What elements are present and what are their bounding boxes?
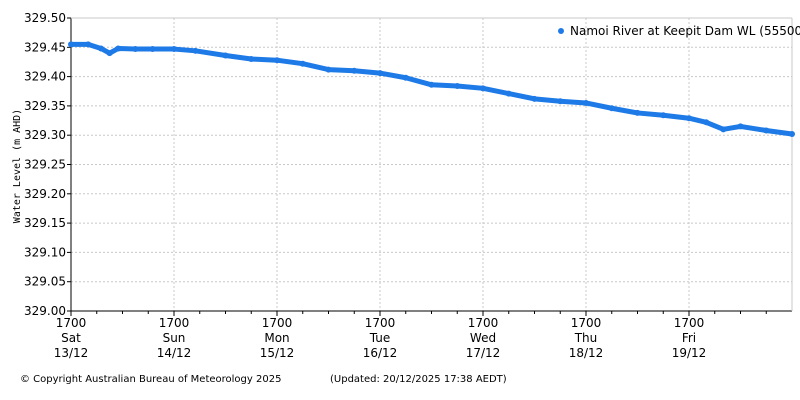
- x-tick-label-date: 18/12: [569, 346, 604, 360]
- y-tick-label: 329.50: [24, 11, 66, 25]
- x-tick-label-day: Sun: [163, 331, 186, 345]
- y-tick-label: 329.25: [24, 158, 66, 172]
- data-point: [402, 74, 409, 81]
- data-point: [85, 41, 92, 48]
- y-tick-label: 329.30: [24, 128, 66, 142]
- x-tick-label-date: 13/12: [54, 346, 89, 360]
- x-tick-label-day: Tue: [369, 331, 391, 345]
- data-point: [325, 66, 332, 73]
- legend-label: Namoi River at Keepit Dam WL (555001): [570, 24, 800, 38]
- data-point: [68, 41, 74, 48]
- data-point: [720, 126, 727, 133]
- data-point: [106, 50, 113, 57]
- x-tick-label-time: 1700: [365, 316, 396, 330]
- data-point: [737, 123, 744, 130]
- data-point: [149, 46, 156, 53]
- data-point: [192, 47, 199, 54]
- y-axis-label: Water Level (m AHD): [12, 109, 23, 223]
- data-point: [222, 52, 229, 59]
- x-tick-label-date: 19/12: [672, 346, 707, 360]
- y-tick-label: 329.00: [24, 304, 66, 318]
- data-point: [132, 46, 139, 53]
- y-tick-label: 329.15: [24, 216, 66, 230]
- data-point: [531, 95, 538, 102]
- y-tick-label: 329.10: [24, 245, 66, 259]
- x-tick-label-time: 1700: [159, 316, 190, 330]
- data-point: [660, 112, 667, 119]
- data-series: [68, 41, 795, 138]
- axes: 329.00 329.05 329.10 329.15 329.20 329.25 329.…: [24, 11, 793, 360]
- x-tick-label-day: Thu: [574, 331, 598, 345]
- data-point: [98, 45, 105, 52]
- x-tick-label-day: Mon: [264, 331, 289, 345]
- data-point: [115, 45, 122, 52]
- x-tick-label-time: 1700: [56, 316, 87, 330]
- data-point: [505, 90, 512, 97]
- data-point: [608, 105, 615, 112]
- grid: [71, 17, 792, 311]
- data-point: [763, 127, 770, 134]
- data-point: [789, 131, 795, 138]
- y-tick-label: 329.40: [24, 70, 66, 84]
- legend-marker: [558, 28, 564, 34]
- data-point: [583, 99, 589, 106]
- updated-text: (Updated: 20/12/2025 17:38 AEDT): [330, 374, 507, 385]
- data-point: [377, 70, 383, 77]
- x-tick-label-day: Wed: [470, 331, 496, 345]
- x-tick-label-date: 17/12: [466, 346, 501, 360]
- y-tick-label: 329.20: [24, 187, 66, 201]
- data-point: [454, 82, 461, 89]
- x-tick-label-date: 15/12: [260, 346, 295, 360]
- x-tick-label-time: 1700: [674, 316, 705, 330]
- x-tick-label-date: 14/12: [157, 346, 192, 360]
- data-point: [557, 98, 564, 105]
- data-point: [299, 60, 306, 67]
- data-point: [171, 46, 177, 53]
- x-tick-label-day: Fri: [682, 331, 696, 345]
- copyright-text: © Copyright Australian Bureau of Meteoro…: [20, 374, 282, 385]
- data-point: [248, 56, 255, 63]
- data-point: [351, 67, 358, 74]
- x-tick-label-date: 16/12: [363, 346, 398, 360]
- x-tick-label-day: Sat: [61, 331, 81, 345]
- data-point: [274, 57, 280, 64]
- y-tick-label: 329.05: [24, 275, 66, 289]
- x-tick-label-time: 1700: [468, 316, 499, 330]
- x-tick-label-time: 1700: [571, 316, 602, 330]
- data-point: [634, 109, 641, 116]
- series-band: [68, 41, 795, 137]
- data-point: [686, 115, 692, 122]
- data-point: [428, 81, 435, 88]
- y-tick-label: 329.45: [24, 40, 66, 54]
- legend: Namoi River at Keepit Dam WL (555001): [558, 24, 800, 38]
- x-tick-label-time: 1700: [262, 316, 293, 330]
- data-point: [703, 119, 710, 126]
- y-tick-label: 329.35: [24, 99, 66, 113]
- data-point: [480, 85, 486, 92]
